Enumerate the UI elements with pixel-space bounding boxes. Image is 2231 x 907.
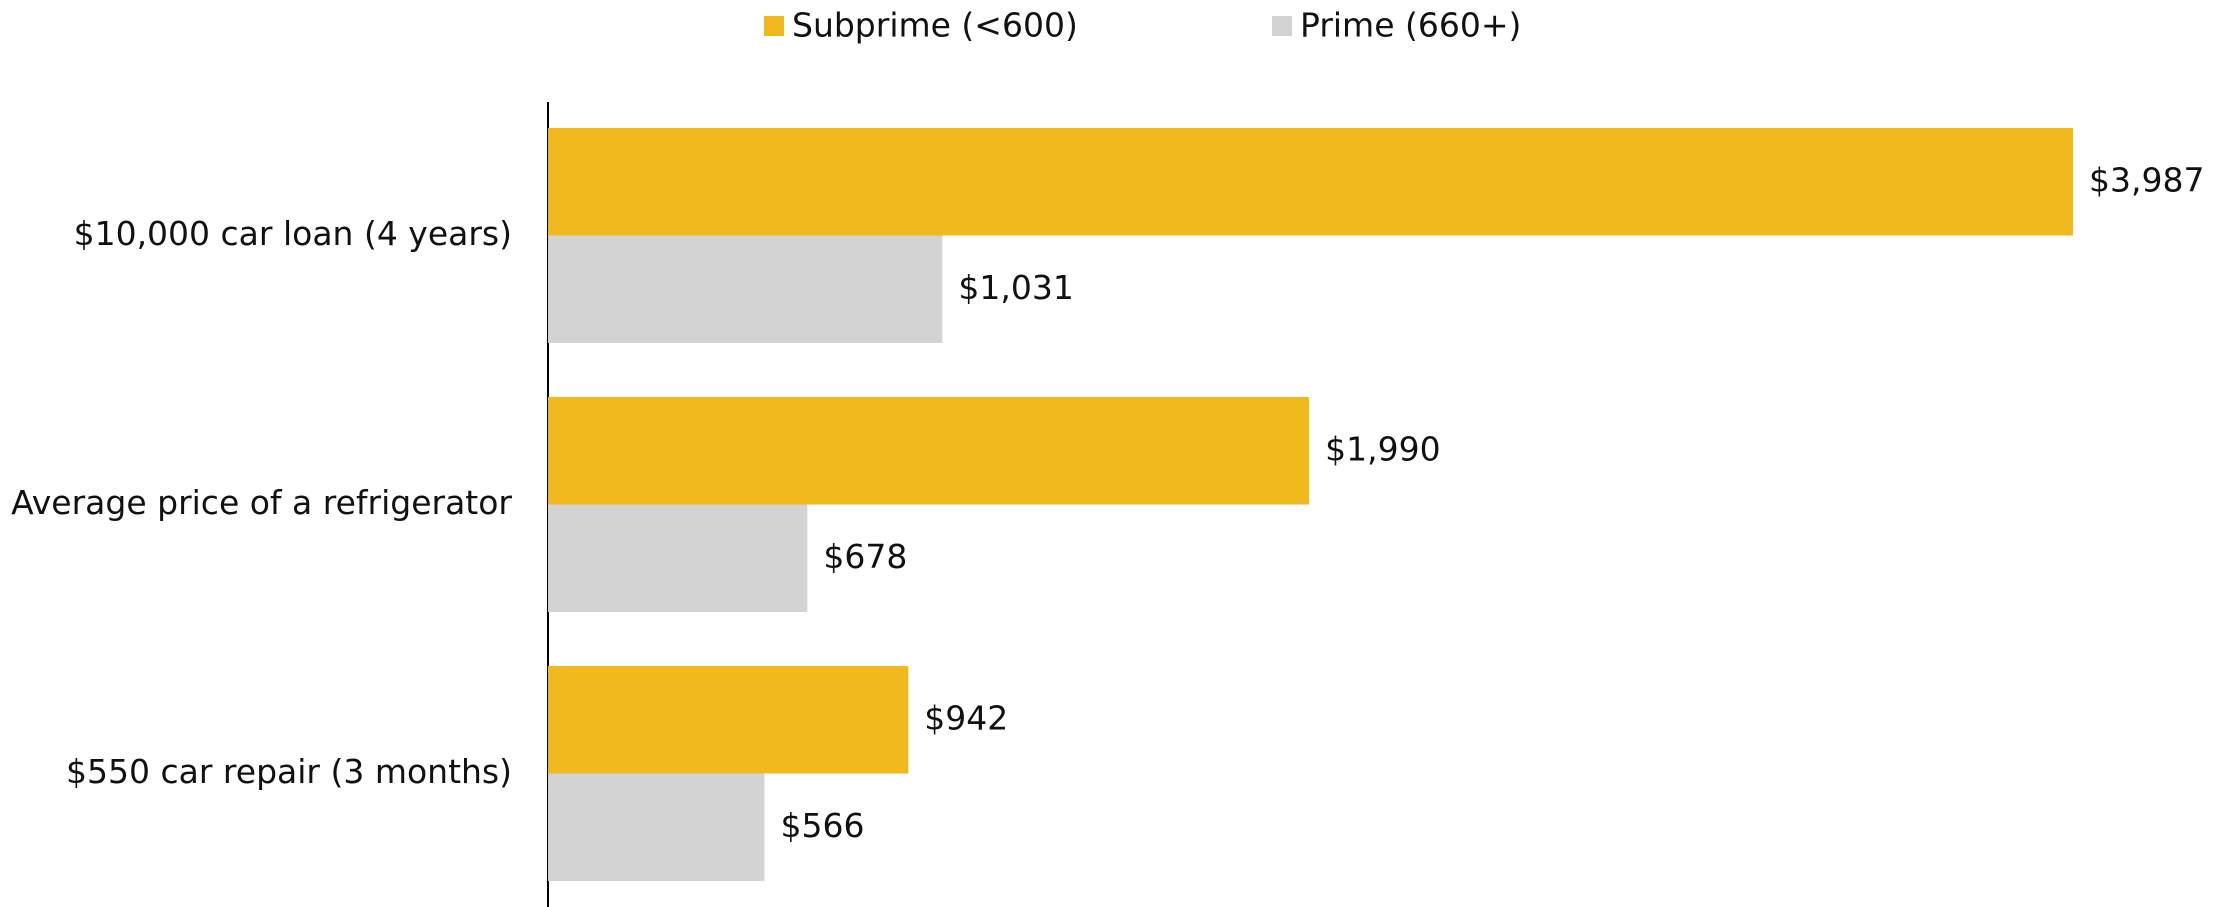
category-label: $550 car repair (3 months) [66, 752, 512, 791]
legend-swatch [1272, 16, 1292, 36]
value-label: $1,031 [958, 268, 1073, 307]
legend-label: Prime (660+) [1300, 6, 1521, 45]
category-label: $10,000 car loan (4 years) [74, 214, 512, 253]
legend-swatch [764, 16, 784, 36]
category-label: Average price of a refrigerator [11, 483, 512, 522]
value-label: $678 [823, 537, 907, 576]
value-label: $1,990 [1325, 429, 1440, 468]
value-label: $3,987 [2089, 160, 2204, 199]
bar [548, 504, 808, 612]
value-label: $566 [780, 806, 864, 845]
bar [548, 666, 909, 774]
bar [548, 397, 1310, 505]
bar [548, 773, 765, 881]
bar [548, 128, 2073, 236]
legend-label: Subprime (<600) [792, 6, 1078, 45]
value-label: $942 [924, 698, 1008, 737]
bar [548, 235, 943, 343]
